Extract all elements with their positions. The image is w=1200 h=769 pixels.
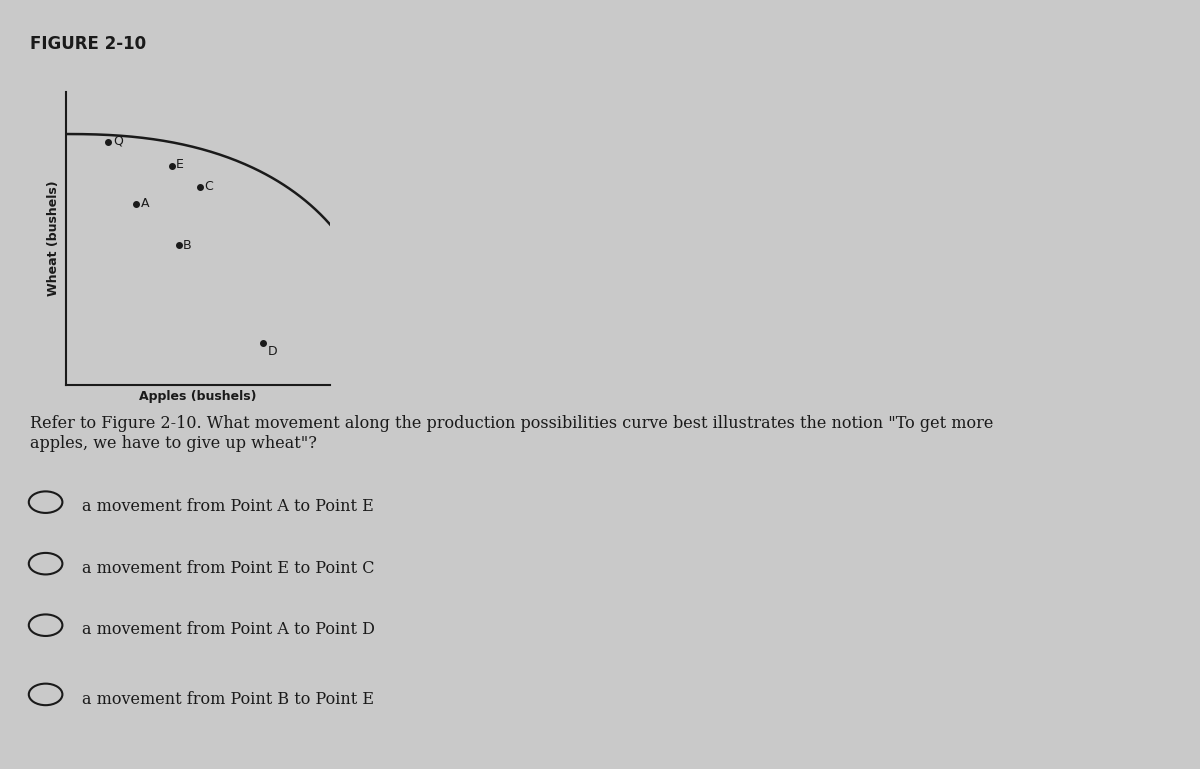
Text: B: B: [182, 239, 192, 252]
Text: D: D: [268, 345, 277, 358]
Text: A: A: [140, 197, 149, 210]
Text: a movement from Point A to Point E: a movement from Point A to Point E: [82, 498, 373, 515]
Text: E: E: [176, 158, 184, 171]
Text: a movement from Point E to Point C: a movement from Point E to Point C: [82, 560, 374, 577]
Text: Q: Q: [114, 135, 124, 148]
Text: FIGURE 2-10: FIGURE 2-10: [30, 35, 146, 52]
Text: a movement from Point A to Point D: a movement from Point A to Point D: [82, 621, 374, 638]
X-axis label: Apples (bushels): Apples (bushels): [139, 390, 257, 403]
Text: a movement from Point B to Point E: a movement from Point B to Point E: [82, 691, 373, 707]
Text: Refer to Figure 2-10. What movement along the production possibilities curve bes: Refer to Figure 2-10. What movement alon…: [30, 415, 994, 452]
Text: C: C: [204, 181, 212, 194]
Y-axis label: Wheat (bushels): Wheat (bushels): [48, 181, 60, 296]
